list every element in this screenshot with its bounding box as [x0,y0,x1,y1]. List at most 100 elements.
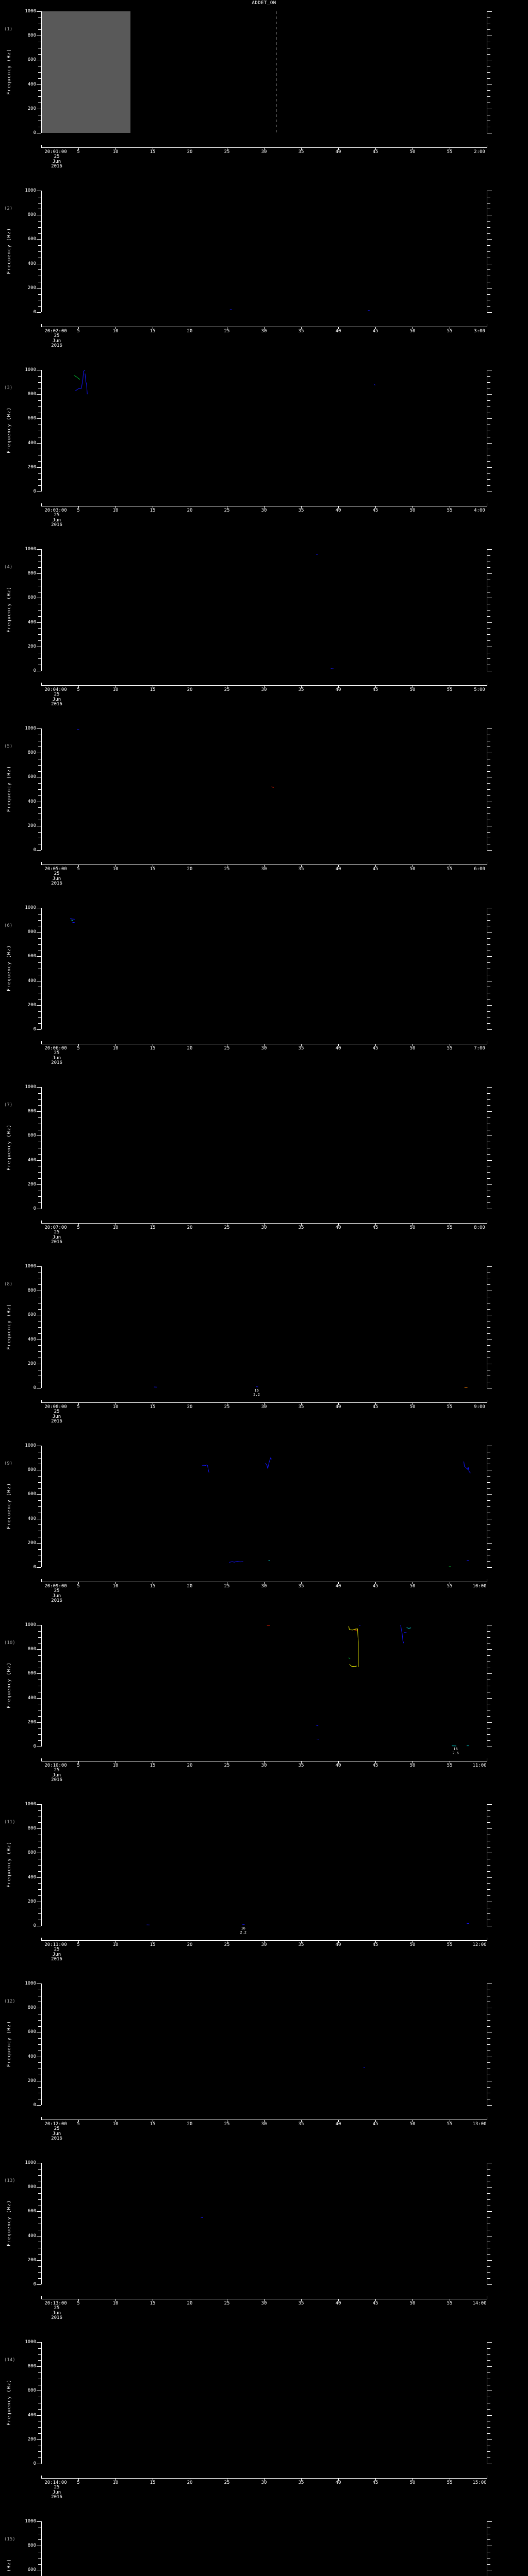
x-tick [375,1044,376,1046]
plot-area[interactable] [41,549,487,671]
y-tick [37,2415,41,2416]
y-tick-label: 1000 [25,2519,36,2524]
plot-area[interactable] [41,1446,487,1567]
detection-trace [201,2217,204,2218]
plot-area[interactable] [41,1266,487,1388]
panel-number: (1) [4,27,13,32]
y-tick-label: 0 [33,489,36,494]
y-tick-label: 600 [27,2209,36,2214]
x-tick-label: 15 [150,1584,156,1589]
plot-area[interactable] [41,191,487,312]
x-tick [264,1044,265,1046]
page-title: ADDET_ON [252,1,276,6]
plot-area[interactable] [41,1984,487,2105]
y-tick [487,1655,490,1656]
y-tick [487,406,490,407]
x-tick-label: 35 [298,867,304,872]
plot-area[interactable] [41,728,487,850]
x-axis-date-label: 25 Jun 2016 [51,333,62,348]
y-tick [38,2451,41,2452]
x-axis-start-label: 20:04:00 [44,687,67,692]
y-tick [38,1846,41,1848]
y-tick-label: 200 [27,1719,36,1725]
y-tick-label: 600 [27,595,36,601]
x-axis-end-label: 6:00 [474,867,485,872]
y-tick [487,2254,490,2255]
y-tick [38,90,41,91]
y-tick [38,1154,41,1155]
y-tick [487,2217,490,2218]
x-axis-start-label: 20:05:00 [44,867,67,872]
plot-area[interactable] [41,11,487,133]
x-tick-label: 45 [372,149,378,155]
x-axis-date-label: 25 Jun 2016 [51,513,62,528]
y-tick [38,29,41,30]
x-tick-label: 45 [372,1046,378,1051]
x-tick [301,327,302,329]
detection-trace [85,374,88,395]
y-tick-label: 1000 [25,2160,36,2165]
x-tick [78,1223,79,1226]
y-tick [38,1482,41,1483]
y-tick [487,610,490,611]
y-tick [487,938,490,939]
y-tick [38,227,41,228]
x-tick-label: 45 [372,1584,378,1589]
y-tick [487,1716,490,1717]
x-tick-label: 45 [372,329,378,334]
y-tick [487,1309,490,1310]
x-tick-label: 35 [298,2480,304,2485]
plot-area[interactable] [41,2342,487,2464]
y-tick [38,2020,41,2021]
plot-area[interactable] [41,2521,487,2576]
x-tick-label: 50 [409,687,416,692]
y-tick [487,2354,490,2355]
x-axis-start-label: 20:14:00 [44,2480,67,2485]
y-tick [487,1728,490,1729]
spectrogram-panel: (11) Frequency (Hz) 0 200 400 600 800 1000 16 2.… [0,1802,528,1984]
y-tick [38,1017,41,1018]
x-tick [301,1402,302,1405]
y-tick [487,202,490,204]
x-tick [41,1758,42,1761]
x-tick [264,2478,265,2481]
y-tick-label: 200 [27,106,36,111]
y-tick [487,1351,490,1352]
x-axis-date-label: 25 Jun 2016 [51,1050,62,1065]
y-tick-label: 1000 [25,547,36,552]
y-tick [37,1698,41,1699]
y-tick-label: 600 [27,1133,36,1139]
plot-area[interactable] [41,1624,487,1747]
plot-area[interactable] [41,2163,487,2284]
spectrogram-panel: (14) Frequency (Hz) 0 200 400 600 800 1000 20:14… [0,2340,528,2521]
x-tick [41,2296,42,2299]
y-axis-title: Frequency (Hz) [7,1124,12,1171]
plot-area[interactable] [41,1087,487,1209]
plot-area[interactable] [41,908,487,1029]
y-tick-label: 200 [27,1361,36,1366]
detection-trace [75,370,86,392]
x-tick-label: 20 [187,2480,193,2485]
y-tick-label: 0 [33,310,36,315]
panel-number: (14) [4,2358,15,2363]
y-tick [487,573,492,574]
y-tick [38,376,41,377]
y-tick [37,1804,41,1805]
y-tick-label: 400 [27,2412,36,2418]
y-tick [37,11,41,12]
y-tick [38,1196,41,1197]
y-tick [38,610,41,611]
x-tick [264,1761,265,1764]
y-tick [487,1877,492,1878]
y-tick-label: 0 [33,1027,36,1032]
y-tick [38,473,41,474]
plot-area[interactable] [41,1804,487,1926]
y-tick [38,382,41,383]
y-tick [487,765,490,766]
x-tick [301,2120,302,2122]
x-axis-date-label: 25 Jun 2016 [51,1588,62,1603]
plot-area[interactable] [41,370,487,492]
y-tick [487,1494,492,1495]
y-tick [487,850,492,851]
y-tick-label: 1000 [25,9,36,14]
